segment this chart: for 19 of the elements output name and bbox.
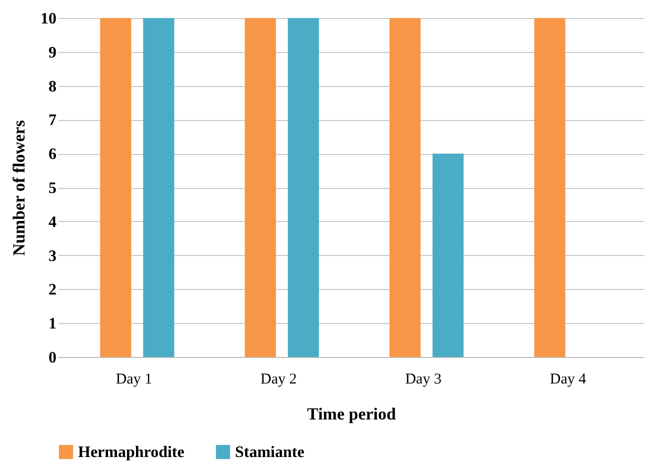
y-tick-label: 10 — [40, 10, 56, 28]
y-tick-label: 5 — [48, 180, 56, 197]
x-axis-title: Time period — [307, 404, 397, 424]
legend-label: Stamiante — [235, 444, 304, 461]
y-tick-label: 8 — [48, 78, 56, 96]
y-tick-label: 6 — [48, 146, 56, 164]
x-tick-label: Day 3 — [405, 372, 442, 388]
y-tick-label: 7 — [48, 112, 56, 130]
y-tick-label: 3 — [48, 248, 56, 265]
y-tick-label: 9 — [48, 44, 56, 62]
y-tick-label: 1 — [48, 316, 56, 333]
y-tick-label: 4 — [48, 214, 56, 231]
x-tick-label: Day 4 — [550, 372, 587, 388]
legend-label: Hermaphrodite — [78, 444, 184, 461]
y-tick-label: 2 — [48, 282, 56, 299]
y-tick-label: 0 — [48, 350, 56, 366]
y-axis-title: Number of flowers — [10, 120, 28, 256]
x-tick-label: Day 1 — [116, 372, 152, 388]
x-tick-label: Day 2 — [260, 372, 297, 388]
